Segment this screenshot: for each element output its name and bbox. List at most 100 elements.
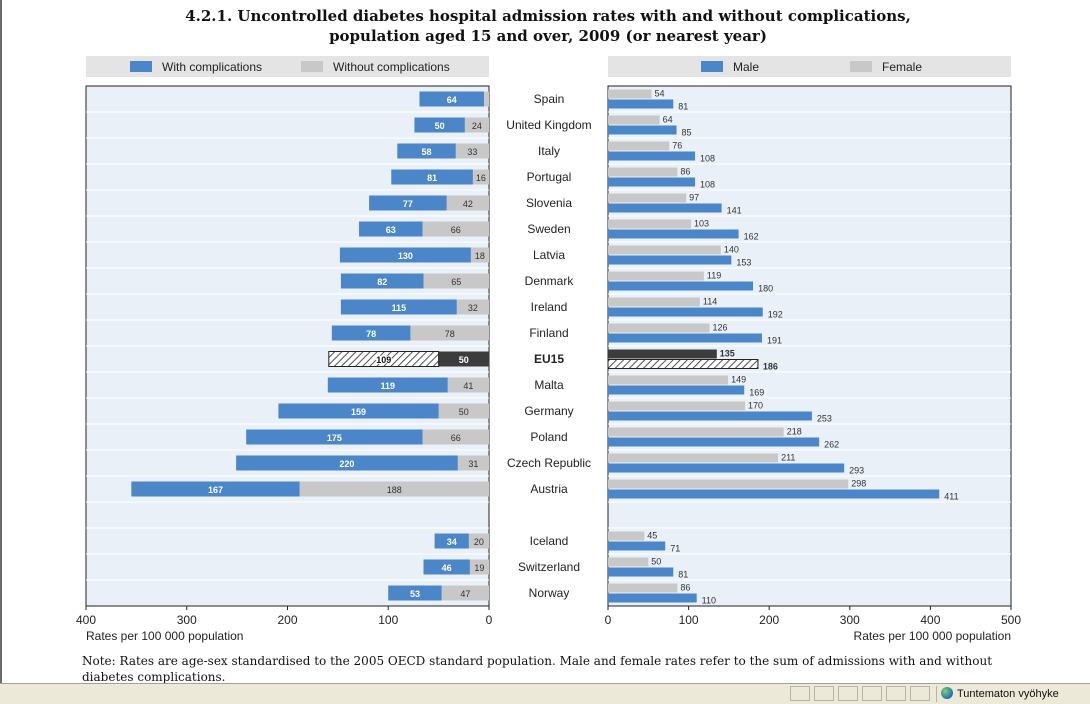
bar-with-complications-spain bbox=[419, 91, 484, 107]
bar-female-eu15 bbox=[608, 349, 717, 359]
label-without-complications-norway: 47 bbox=[460, 589, 470, 599]
label-with-complications-spain: 64 bbox=[447, 95, 457, 105]
bar-male-denmark bbox=[608, 281, 754, 291]
label-with-complications-eu15: 109 bbox=[376, 355, 391, 365]
chart-title: 4.2.1. Uncontrolled diabetes hospital ad… bbox=[0, 6, 1090, 46]
bar-without-complications-iceland bbox=[468, 533, 489, 549]
bar-with-complications-eu15 bbox=[328, 351, 440, 367]
label-female-slovenia: 97 bbox=[689, 193, 699, 203]
security-zone[interactable]: Tuntematon vyöhyke bbox=[936, 686, 1090, 702]
right-chart-admissions-by-sex: Male Female548164857610886108971411031621… bbox=[605, 56, 1021, 643]
bar-without-complications-germany bbox=[438, 403, 489, 419]
label-female-malta: 149 bbox=[731, 375, 746, 385]
bar-without-complications-spain bbox=[483, 91, 489, 107]
legend-label-male: Male bbox=[733, 60, 759, 74]
country-label-finland: Finland bbox=[529, 326, 568, 340]
legend-swatch-male bbox=[701, 61, 723, 72]
label-without-complications-italy: 33 bbox=[467, 147, 477, 157]
label-with-complications-malta: 119 bbox=[380, 381, 395, 391]
label-without-complications-finland: 78 bbox=[445, 329, 455, 339]
country-label-spain: Spain bbox=[534, 92, 565, 106]
chart-note: Note: Rates are age-sex standardised to … bbox=[82, 654, 993, 684]
country-label-sweden: Sweden bbox=[527, 222, 570, 236]
bar-with-complications-ireland bbox=[340, 299, 457, 315]
label-female-spain: 54 bbox=[655, 89, 665, 99]
bar-with-complications-sweden bbox=[359, 221, 423, 237]
bar-male-portugal bbox=[608, 177, 696, 187]
right-x-axis-label: Rates per 100 000 population bbox=[854, 629, 1011, 643]
right-legend-background bbox=[608, 56, 1011, 77]
label-with-complications-ireland: 115 bbox=[392, 303, 407, 313]
label-without-complications-latvia: 18 bbox=[475, 251, 485, 261]
label-male-united-kingdom: 85 bbox=[682, 128, 692, 138]
label-male-norway: 110 bbox=[702, 596, 716, 606]
bar-without-complications-sweden bbox=[422, 221, 489, 237]
label-male-portugal: 108 bbox=[700, 180, 715, 190]
legend-label-without-complications: Without complications bbox=[333, 60, 450, 74]
bar-with-complications-norway bbox=[388, 585, 442, 601]
bar-male-czech-republic bbox=[608, 463, 845, 473]
label-female-sweden: 103 bbox=[694, 219, 709, 229]
label-male-spain: 81 bbox=[678, 102, 688, 112]
label-without-complications-austria: 188 bbox=[387, 485, 402, 495]
browser-status-bar: Tuntematon vyöhyke bbox=[0, 683, 1090, 704]
left-x-axis-label: Rates per 100 000 population bbox=[86, 629, 243, 643]
bar-male-austria bbox=[608, 489, 940, 499]
bar-without-complications-finland bbox=[410, 325, 489, 341]
bar-with-complications-iceland bbox=[434, 533, 469, 549]
label-with-complications-czech-republic: 220 bbox=[339, 459, 354, 469]
bar-male-finland bbox=[608, 333, 762, 343]
bar-without-complications-portugal bbox=[472, 169, 489, 185]
label-male-finland: 191 bbox=[767, 336, 782, 346]
bar-female-switzerland bbox=[608, 557, 649, 567]
bar-female-italy bbox=[608, 141, 670, 151]
label-male-germany: 253 bbox=[817, 414, 832, 424]
label-female-iceland: 45 bbox=[647, 531, 657, 541]
right-axis-tick-label: 200 bbox=[759, 613, 779, 627]
label-without-complications-iceland: 20 bbox=[474, 537, 484, 547]
label-without-complications-united-kingdom: 24 bbox=[472, 121, 482, 131]
label-without-complications-malta: 41 bbox=[463, 381, 473, 391]
legend-label-female: Female bbox=[882, 60, 922, 74]
label-male-slovenia: 141 bbox=[727, 206, 742, 216]
bar-female-portugal bbox=[608, 167, 678, 177]
left-axis-tick-label: 100 bbox=[378, 613, 398, 627]
left-axis-tick-label: 0 bbox=[486, 613, 493, 627]
bar-without-complications-norway bbox=[441, 585, 489, 601]
country-label-italy: Italy bbox=[538, 144, 560, 158]
label-with-complications-norway: 53 bbox=[410, 589, 420, 599]
country-label-united-kingdom: United Kingdom bbox=[506, 118, 591, 132]
bar-without-complications-denmark bbox=[423, 273, 489, 289]
title-line-1: 4.2.1. Uncontrolled diabetes hospital ad… bbox=[185, 7, 911, 25]
bar-with-complications-denmark bbox=[340, 273, 424, 289]
left-chart-admissions-by-complications: With complications Without complications 6… bbox=[76, 56, 493, 643]
country-label-poland: Poland bbox=[530, 430, 567, 444]
label-male-eu15: 186 bbox=[763, 362, 778, 372]
label-male-ireland: 192 bbox=[768, 310, 783, 320]
label-without-complications-slovenia: 42 bbox=[463, 199, 473, 209]
security-zone-label: Tuntematon vyöhyke bbox=[957, 688, 1059, 700]
label-female-latvia: 140 bbox=[724, 245, 739, 255]
label-female-austria: 298 bbox=[851, 479, 866, 489]
country-label-malta: Malta bbox=[534, 378, 564, 392]
label-with-complications-latvia: 130 bbox=[398, 251, 413, 261]
bar-female-ireland bbox=[608, 297, 700, 307]
bar-with-complications-slovenia bbox=[369, 195, 447, 211]
bar-female-finland bbox=[608, 323, 710, 333]
bar-without-complications-austria bbox=[299, 481, 489, 497]
country-label-austria: Austria bbox=[530, 482, 568, 496]
label-male-malta: 169 bbox=[749, 388, 764, 398]
label-with-complications-poland: 175 bbox=[327, 433, 342, 443]
country-label-switzerland: Switzerland bbox=[518, 560, 580, 574]
label-female-germany: 170 bbox=[748, 401, 763, 411]
bar-with-complications-switzerland bbox=[423, 559, 470, 575]
label-male-switzerland: 81 bbox=[678, 570, 688, 580]
bar-female-norway bbox=[608, 583, 678, 593]
bar-without-complications-poland bbox=[422, 429, 489, 445]
status-panel-2 bbox=[814, 686, 834, 701]
label-female-eu15: 135 bbox=[720, 349, 735, 359]
legend-label-with-complications: With complications bbox=[162, 60, 262, 74]
bar-with-complications-poland bbox=[246, 429, 423, 445]
bar-male-iceland bbox=[608, 541, 666, 551]
label-with-complications-germany: 159 bbox=[351, 407, 366, 417]
